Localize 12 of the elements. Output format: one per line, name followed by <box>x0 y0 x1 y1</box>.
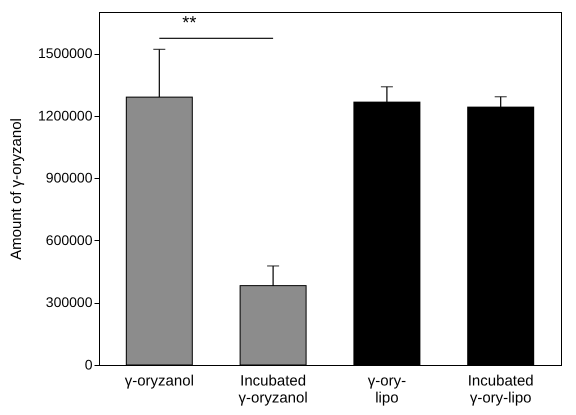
x-tick-label: γ-oryzanol <box>124 372 194 390</box>
y-tick-label: 0 <box>84 356 93 372</box>
y-tick-label: 900000 <box>46 170 93 186</box>
x-tick-label: γ-ory-lipo <box>368 372 406 406</box>
x-tick-label: Incubated γ-ory-lipo <box>468 372 534 406</box>
y-axis-title: Amount of γ-oryzanol <box>8 118 25 260</box>
annotation: ** <box>182 12 196 32</box>
y-tick-label: 300000 <box>46 294 93 310</box>
y-tick-label: 600000 <box>46 232 93 248</box>
y-tick-label: 1200000 <box>38 107 93 124</box>
y-tick-label: 1500000 <box>38 45 93 62</box>
x-tick-label: Incubated γ-oryzanol <box>238 372 308 406</box>
